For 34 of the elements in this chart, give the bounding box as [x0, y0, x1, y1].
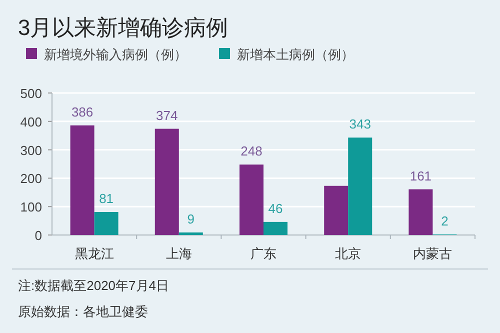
bar — [324, 186, 348, 235]
bar — [178, 232, 203, 235]
bar — [240, 164, 264, 235]
bar — [94, 212, 118, 235]
y-tick-label: 200 — [20, 171, 42, 186]
y-tick-label: 300 — [20, 142, 42, 158]
text: 注:数据截至2020年7月4日 — [18, 278, 169, 293]
x-tick-label: 北京 — [335, 246, 362, 261]
data-label: 248 — [240, 144, 262, 159]
text: 原始数据：各地卫健委 — [18, 304, 148, 319]
bar — [70, 125, 94, 235]
data-label: 81 — [99, 190, 114, 206]
bar — [264, 222, 288, 235]
data-label: 374 — [156, 108, 178, 123]
y-tick-label: 0 — [34, 228, 42, 243]
x-tick-label: 黑龙江 — [74, 246, 114, 261]
data-label: 343 — [349, 116, 371, 132]
data-label: 9 — [187, 211, 195, 226]
data-label: 2 — [441, 213, 448, 228]
bar — [154, 128, 179, 235]
data-label: 46 — [268, 200, 283, 216]
y-tick-label: 100 — [20, 200, 42, 215]
y-tick-label: 500 — [20, 86, 42, 101]
bar — [348, 138, 372, 235]
x-tick-label: 内蒙古 — [413, 246, 452, 261]
legend-label: 新增境外输入病例（例） — [44, 47, 187, 62]
bar — [408, 189, 433, 235]
x-tick-label: 广东 — [250, 246, 276, 261]
legend-label: 新增本土病例（例） — [237, 47, 354, 62]
data-label: 161 — [410, 168, 432, 184]
chart-title: 3月以来新增确诊病例 — [18, 15, 228, 40]
y-tick-label: 400 — [20, 114, 42, 130]
x-tick-label: 上海 — [166, 246, 192, 261]
data-label: 386 — [71, 104, 94, 120]
